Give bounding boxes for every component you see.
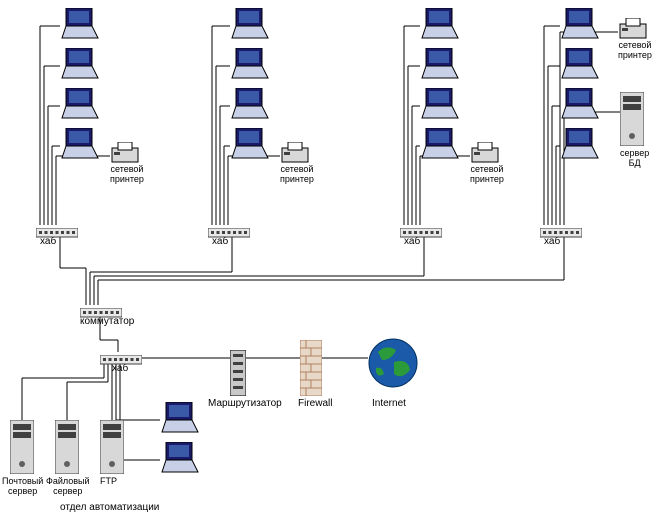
file-server-label: Файловыйсервер [46,476,90,496]
printer-icon [618,18,648,40]
laptop-icon [420,48,460,80]
laptop-icon [420,128,460,160]
server-icon [100,420,124,474]
hub-icon [208,225,250,235]
hub-icon [36,225,78,235]
laptop-icon [230,48,270,80]
router-icon [230,350,246,396]
laptop-icon [420,88,460,120]
printer3-label: сетевойпринтер [470,164,504,184]
laptop-icon [560,88,600,120]
laptop-icon [60,128,100,160]
laptop-icon [60,88,100,120]
server-icon [55,420,79,474]
server-icon [10,420,34,474]
printer2-label: сетевойпринтер [280,164,314,184]
printer1-label: сетевойпринтер [110,164,144,184]
hub-icon [80,305,122,315]
printer-icon [110,142,140,164]
laptop-icon [560,128,600,160]
hub-icon [540,225,582,235]
printer-icon [280,142,310,164]
laptop-icon [160,402,200,434]
laptop-icon [60,8,100,40]
firewall-icon [300,340,322,396]
firewall-label: Firewall [298,398,332,409]
laptop-icon [230,8,270,40]
laptop-icon [230,88,270,120]
internet-label: Internet [372,398,406,409]
department-label: отдел автоматизации [60,502,159,513]
hub-icon [100,352,142,362]
printer4-label: сетевойпринтер [618,40,652,60]
laptop-icon [60,48,100,80]
laptop-icon [230,128,270,160]
ftp-label: FTP [100,476,117,486]
network-diagram: хаб хаб хаб хаб коммутатор хаб сетевойпр… [0,0,670,521]
laptop-icon [160,442,200,474]
router-label: Маршрутизатор [208,398,282,409]
laptop-icon [560,48,600,80]
hub-icon [400,225,442,235]
server-icon [620,92,644,146]
printer-icon [470,142,500,164]
db-server-label: серверБД [620,148,649,168]
globe-icon [368,338,418,388]
laptop-icon [420,8,460,40]
mail-server-label: Почтовыйсервер [2,476,43,496]
laptop-icon [560,8,600,40]
